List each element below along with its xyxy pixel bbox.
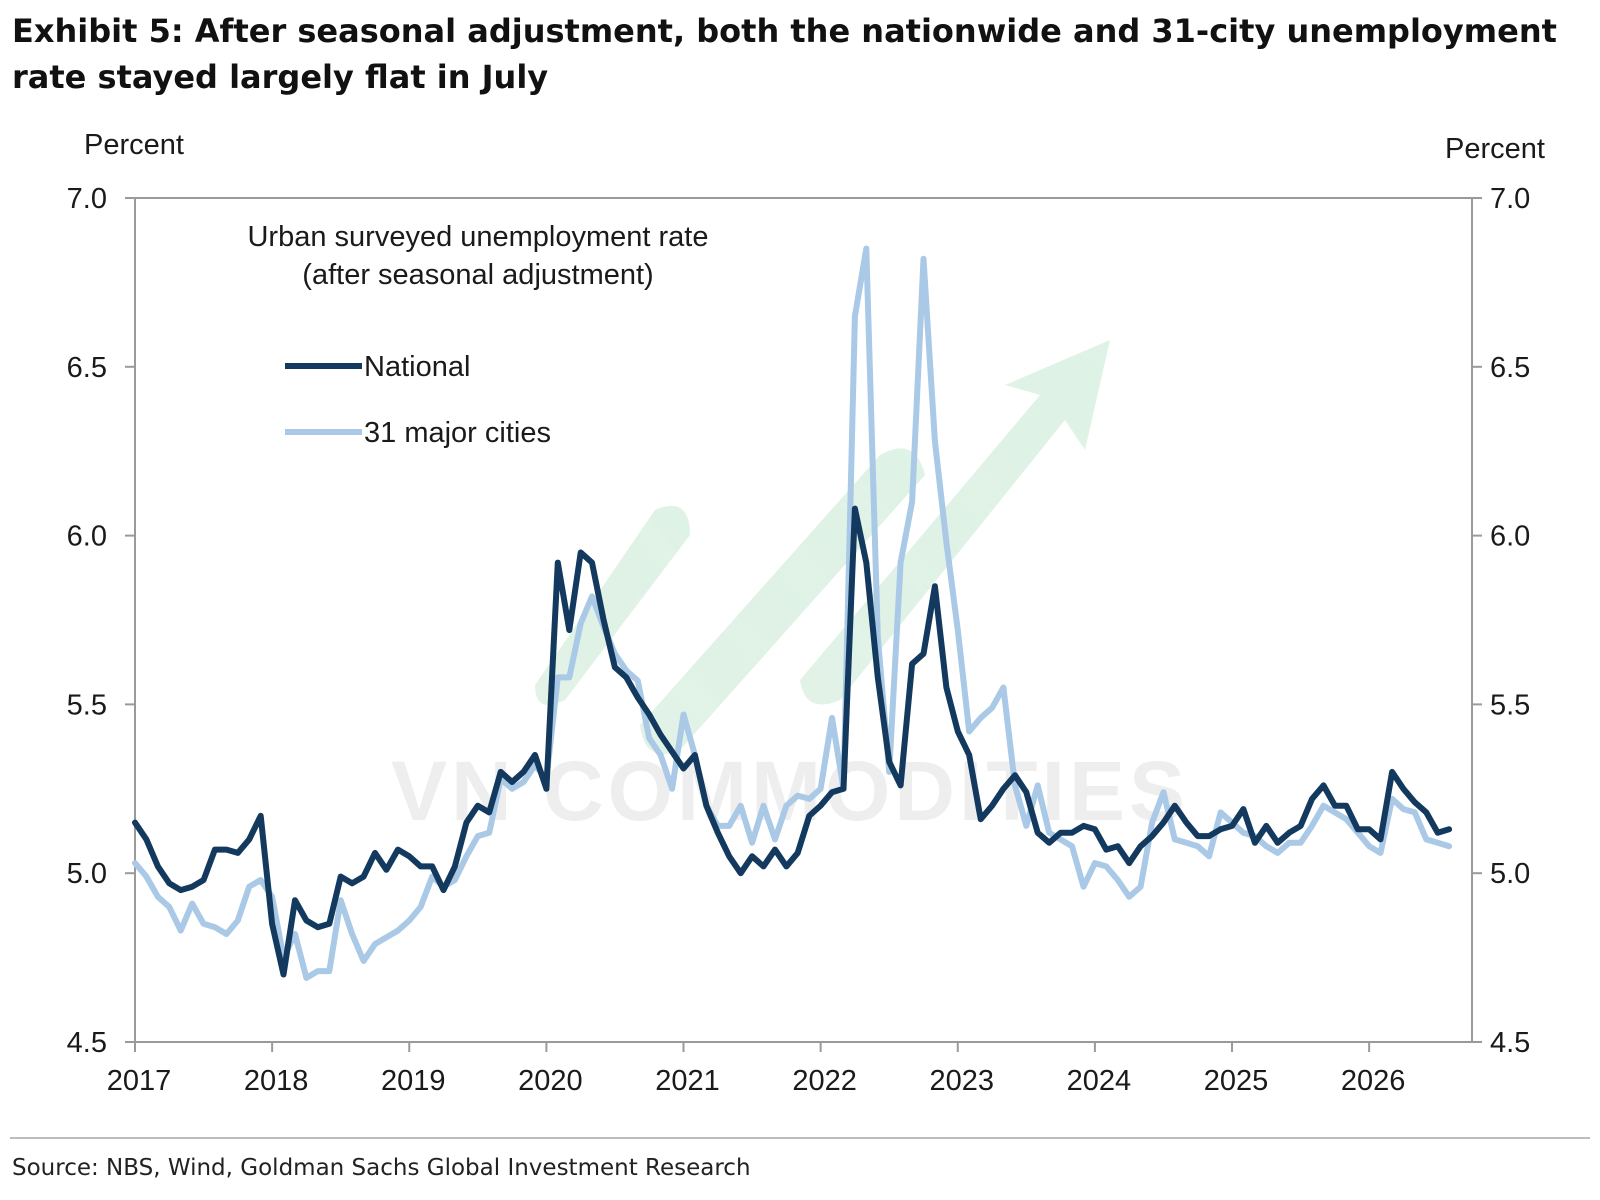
y-tick-label-left: 6.0 (67, 521, 107, 553)
y-tick-label-right: 4.5 (1490, 1027, 1530, 1059)
y-tick-label-left: 7.0 (67, 183, 107, 215)
x-axis: 2017 2018 2019 2020 2021 2022 2023 2024 2025 2026 (107, 1042, 1406, 1097)
x-tick-label: 2022 (792, 1065, 857, 1097)
legend-label-national: National (364, 351, 470, 383)
x-tick-label: 2024 (1067, 1065, 1132, 1097)
legend: National 31 major cities (285, 351, 551, 449)
x-tick-label: 2021 (655, 1065, 720, 1097)
y-axis-title-left: Percent (84, 129, 184, 161)
line-chart: VN COMMODITIES Percent Percent 4.5 5.0 5.5… (67, 129, 1545, 1097)
x-tick-label: 2019 (381, 1065, 446, 1097)
x-tick-label: 2020 (518, 1065, 583, 1097)
y-tick-label-right: 7.0 (1490, 183, 1530, 215)
y-tick-label-left: 5.0 (67, 858, 107, 890)
chart-title: Urban surveyed unemployment rate (247, 221, 708, 253)
legend-label-31-cities: 31 major cities (364, 417, 551, 449)
exhibit-title: Exhibit 5: After seasonal adjustment, bo… (12, 12, 1557, 96)
y-tick-label-right: 5.5 (1490, 689, 1530, 721)
y-axis-right: 4.5 5.0 5.5 6.0 6.5 7.0 (1472, 183, 1530, 1059)
y-tick-label-right: 6.5 (1490, 352, 1530, 384)
watermark-text: VN COMMODITIES (391, 744, 1189, 838)
x-tick-label: 2026 (1341, 1065, 1406, 1097)
plot-frame (134, 197, 1473, 1043)
y-tick-label-left: 4.5 (67, 1027, 107, 1059)
series-line-national (132, 505, 1453, 978)
y-tick-label-left: 5.5 (67, 689, 107, 721)
y-tick-label-right: 5.0 (1490, 858, 1530, 890)
source-note: Source: NBS, Wind, Goldman Sachs Global … (12, 1155, 751, 1181)
x-tick-label: 2025 (1204, 1065, 1269, 1097)
x-tick-label: 2018 (244, 1065, 309, 1097)
footer-divider (10, 1137, 1590, 1139)
y-tick-label-right: 6.0 (1490, 521, 1530, 553)
y-axis-title-right: Percent (1445, 133, 1545, 165)
x-tick-label: 2023 (930, 1065, 995, 1097)
x-tick-label: 2017 (107, 1065, 172, 1097)
y-axis-left: 4.5 5.0 5.5 6.0 6.5 7.0 (67, 183, 135, 1059)
watermark-logo (535, 340, 1110, 755)
series-group (132, 245, 1453, 981)
series-line-31-major-cities (132, 245, 1453, 981)
chart-subtitle: (after seasonal adjustment) (302, 259, 653, 291)
y-tick-label-left: 6.5 (67, 352, 107, 384)
